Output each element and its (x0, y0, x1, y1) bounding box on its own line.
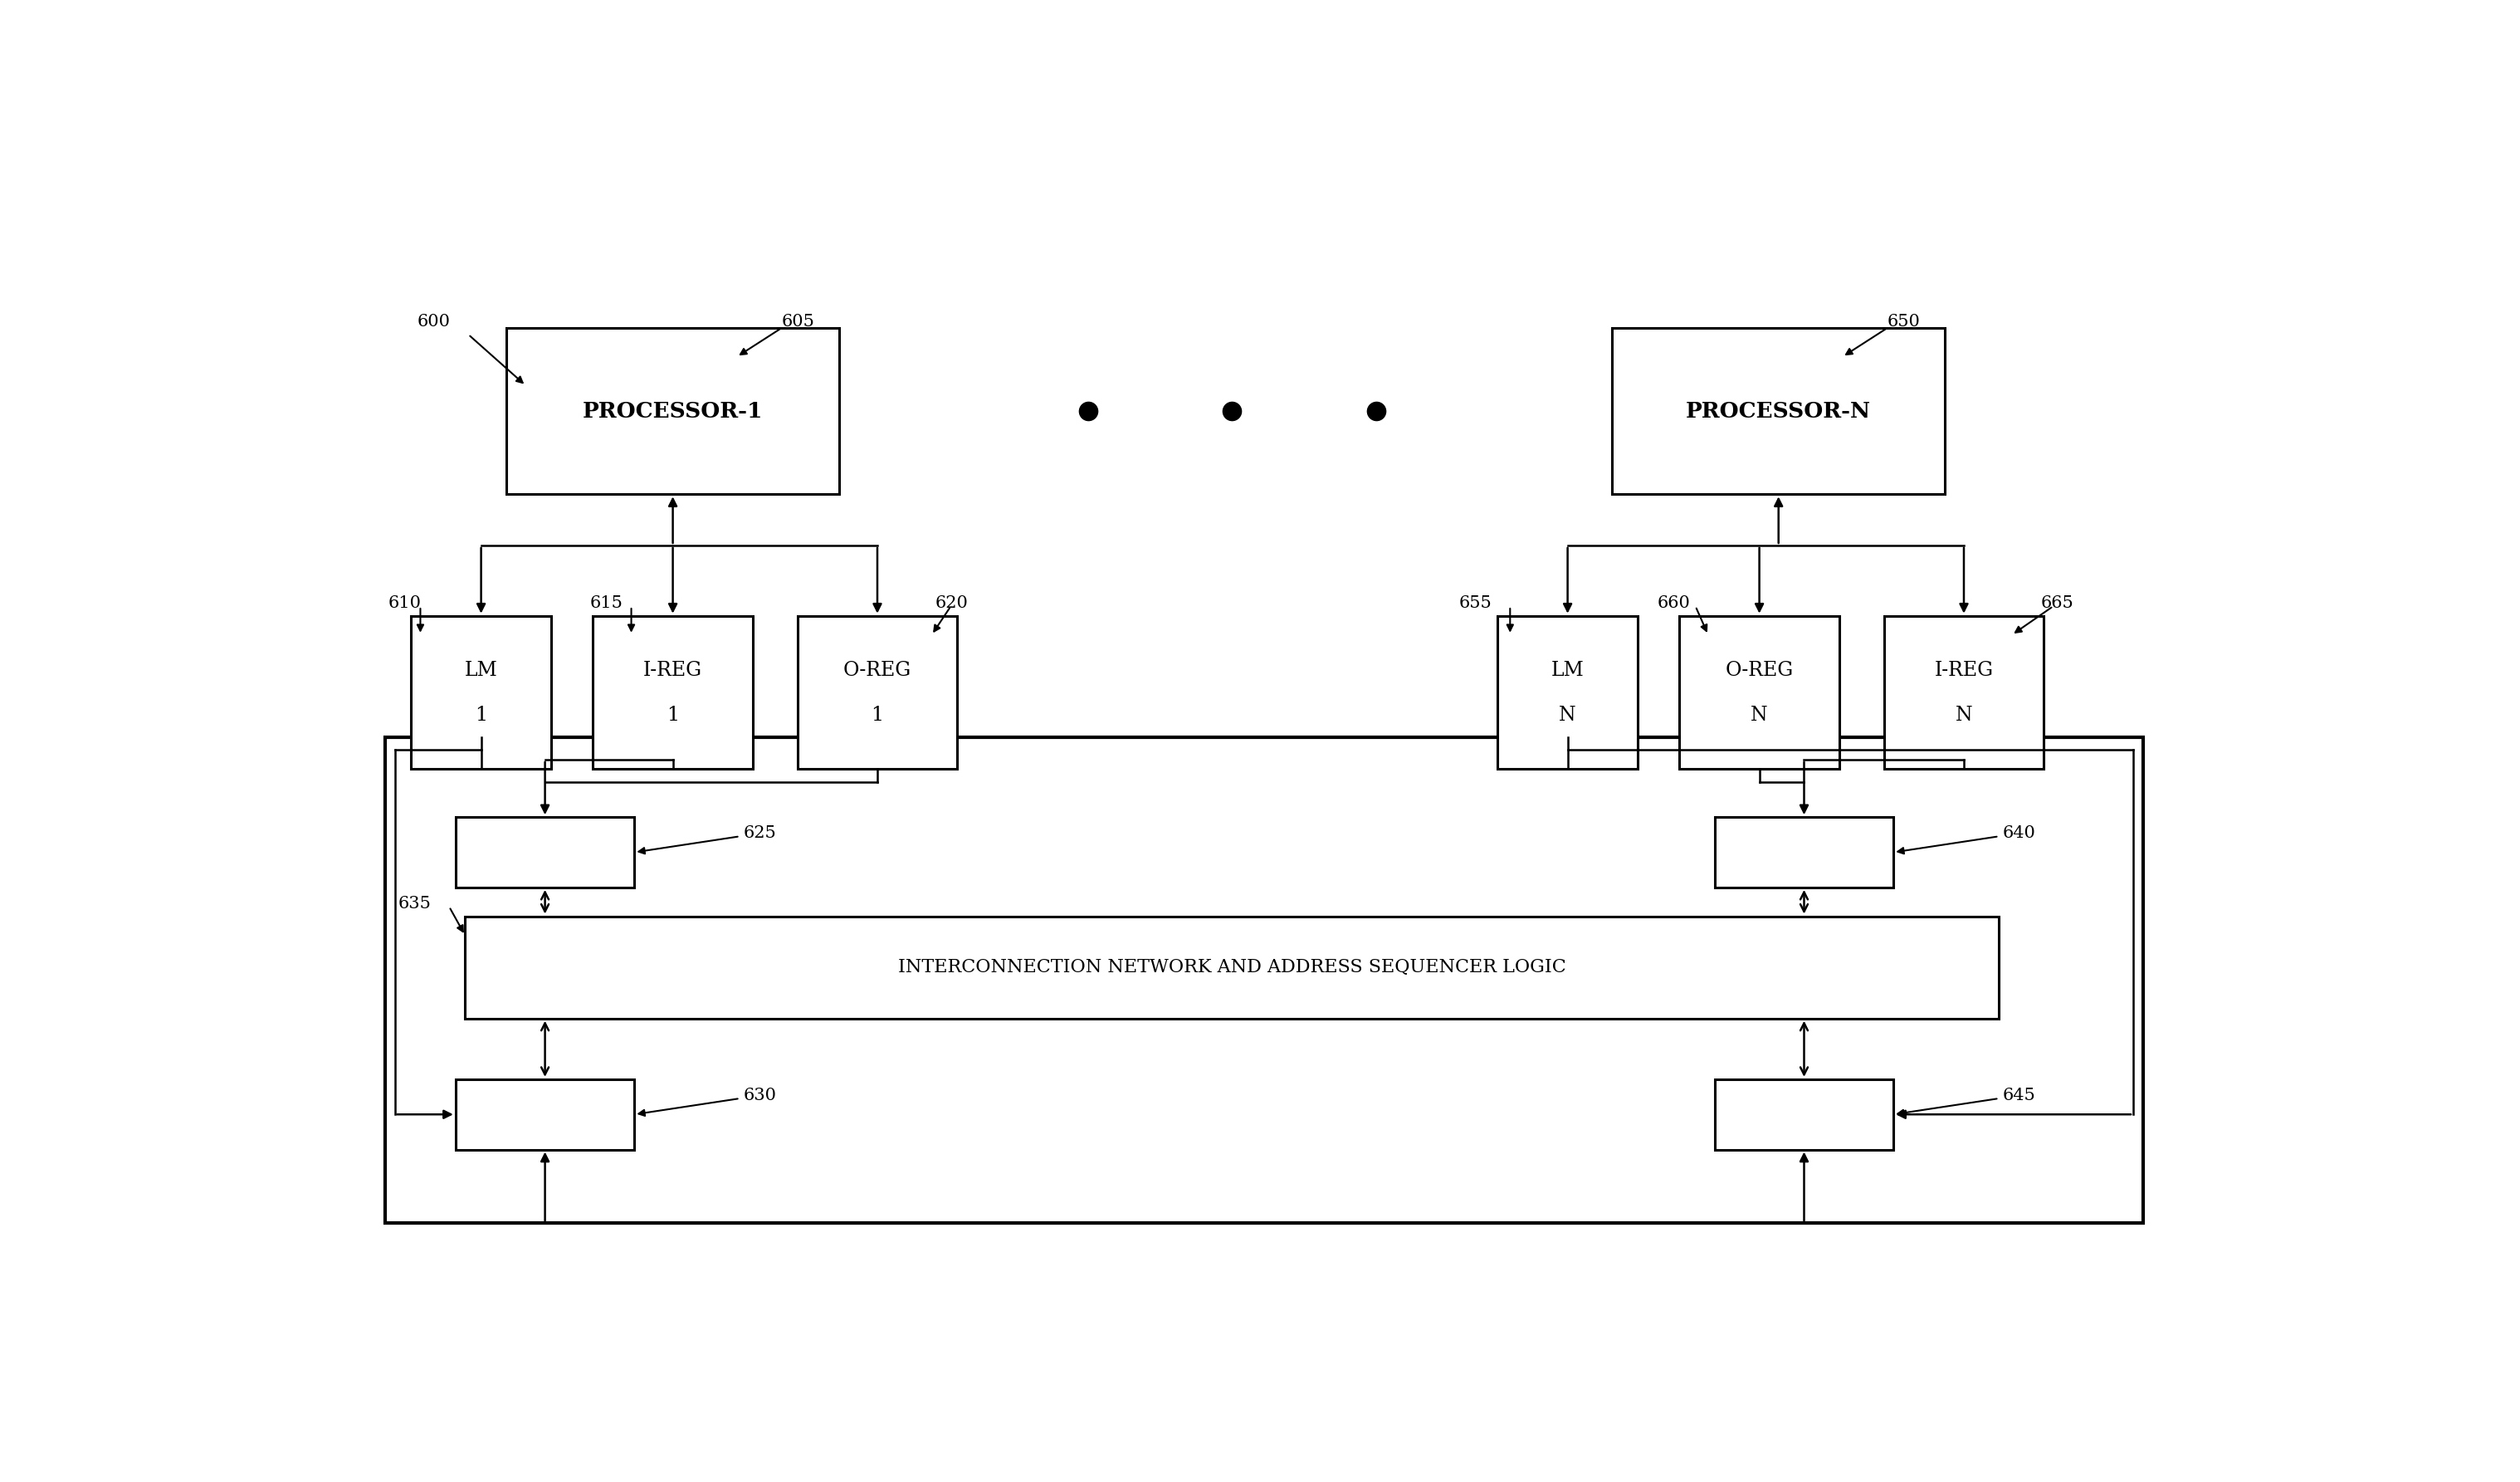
Text: 650: 650 (1887, 314, 1920, 329)
Bar (507, 328, 839, 495)
Text: 660: 660 (1658, 596, 1691, 611)
Text: 630: 630 (743, 1088, 776, 1103)
Text: N: N (1560, 705, 1575, 725)
Text: 645: 645 (2003, 1088, 2036, 1103)
Bar (386, 737, 2142, 1223)
Text: 665: 665 (2041, 596, 2074, 611)
Text: PROCESSOR-N: PROCESSOR-N (1686, 400, 1870, 421)
Text: 1: 1 (474, 705, 486, 725)
Text: 620: 620 (935, 596, 968, 611)
Bar (1678, 615, 1840, 769)
Bar (1885, 615, 2044, 769)
Text: 655: 655 (1459, 596, 1492, 611)
Bar (1613, 328, 1945, 495)
Text: N: N (1751, 705, 1769, 725)
Bar (456, 1079, 635, 1150)
Text: 640: 640 (2003, 825, 2036, 840)
Text: LM: LM (1550, 661, 1585, 680)
Text: I-REG: I-REG (1935, 661, 1993, 680)
Bar (456, 817, 635, 888)
Text: INTERCONNECTION NETWORK AND ADDRESS SEQUENCER LOGIC: INTERCONNECTION NETWORK AND ADDRESS SEQU… (897, 959, 1565, 977)
Bar (411, 615, 552, 769)
Bar (466, 916, 1998, 1018)
Text: 615: 615 (590, 596, 622, 611)
Bar (796, 615, 958, 769)
Text: PROCESSOR-1: PROCESSOR-1 (582, 400, 764, 421)
Text: 610: 610 (388, 596, 421, 611)
Text: 1: 1 (668, 705, 678, 725)
Text: O-REG: O-REG (1726, 661, 1794, 680)
Text: N: N (1956, 705, 1973, 725)
Bar (592, 615, 753, 769)
Bar (1714, 1079, 1893, 1150)
Text: 1: 1 (872, 705, 885, 725)
Text: 635: 635 (398, 895, 431, 911)
Bar (1714, 817, 1893, 888)
Bar (1497, 615, 1638, 769)
Text: I-REG: I-REG (643, 661, 703, 680)
Text: 600: 600 (418, 314, 451, 329)
Text: 625: 625 (743, 825, 776, 840)
Text: 605: 605 (781, 314, 814, 329)
Text: O-REG: O-REG (844, 661, 912, 680)
Text: LM: LM (464, 661, 496, 680)
